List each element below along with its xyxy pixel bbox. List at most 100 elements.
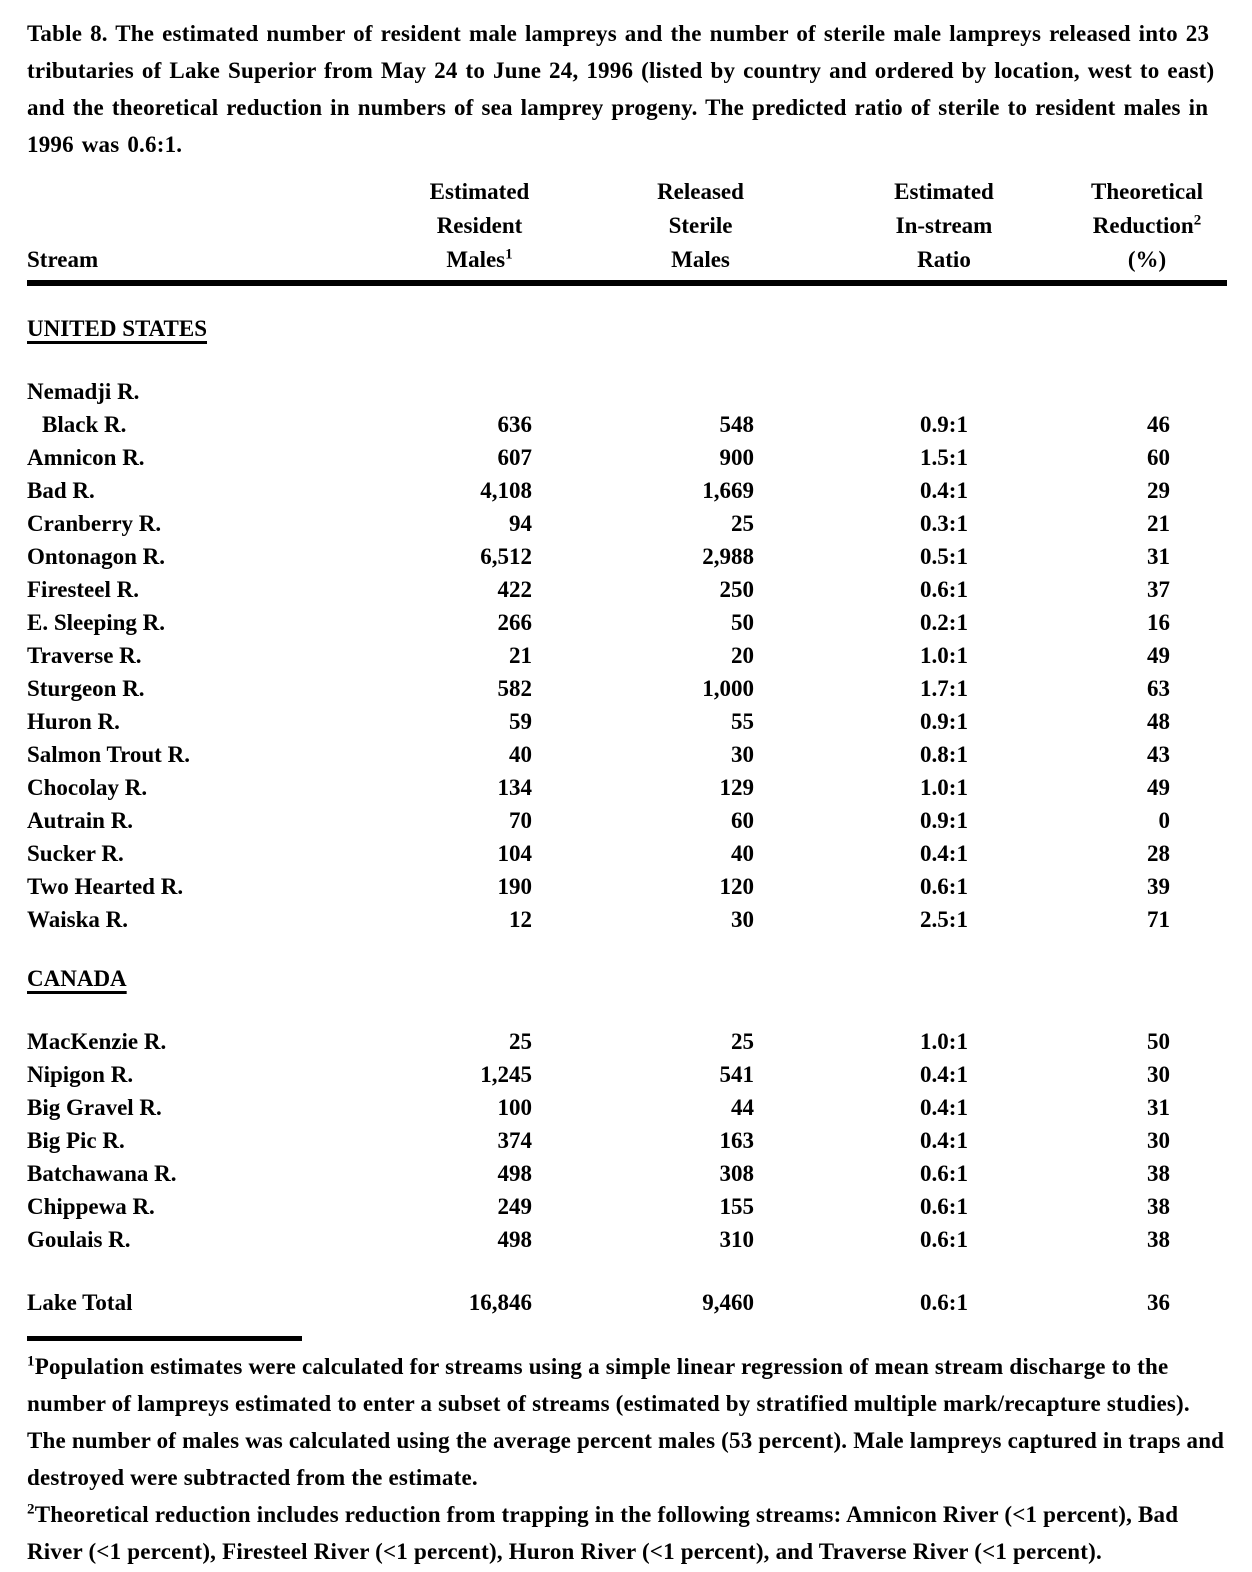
table-caption: Table 8. The estimated number of residen… xyxy=(27,21,1215,157)
sterile-males-value: 250 xyxy=(719,577,755,602)
resident-males-value: 40 xyxy=(509,742,532,767)
table-row: Sturgeon R. 582 1,000 1.7:1 63 xyxy=(27,672,1227,705)
reduction-value: 49 xyxy=(1147,643,1170,668)
section-heading-text: UNITED STATES xyxy=(27,316,208,341)
total-sterile-males: 9,460 xyxy=(702,1290,754,1315)
table-row: Firesteel R. 422 250 0.6:1 37 xyxy=(27,573,1227,606)
country-section: CANADA MacKenzie R. 25 25 1.0:1 50 Nipig… xyxy=(27,964,1227,1256)
sterile-males-value: 2,988 xyxy=(702,544,754,569)
reduction-value: 31 xyxy=(1147,1095,1170,1120)
reduction-value: 28 xyxy=(1147,841,1170,866)
sterile-males-value: 44 xyxy=(731,1095,754,1120)
table-header-row: Stream Estimated Resident Males1 Release… xyxy=(27,175,1227,286)
reduction-value: 31 xyxy=(1147,544,1170,569)
header-line: Released xyxy=(657,179,744,204)
total-reduction: 36 xyxy=(1147,1290,1170,1315)
stream-name: Autrain R. xyxy=(27,808,134,833)
resident-males-value: 607 xyxy=(497,445,533,470)
table-row: Salmon Trout R. 40 30 0.8:1 43 xyxy=(27,738,1227,771)
resident-males-value xyxy=(382,375,532,408)
table-row: Nipigon R. 1,245 541 0.4:1 30 xyxy=(27,1058,1227,1091)
sterile-males-value: 60 xyxy=(731,808,754,833)
resident-males-value: 25 xyxy=(509,1029,532,1054)
instream-ratio-value: 0.4:1 xyxy=(920,478,968,503)
sterile-males-value: 1,669 xyxy=(702,478,754,503)
table-row: Traverse R. 21 20 1.0:1 49 xyxy=(27,639,1227,672)
stream-name: Ontonagon R. xyxy=(27,544,166,569)
section-heading: UNITED STATES xyxy=(27,314,1227,344)
instream-ratio-value: 0.9:1 xyxy=(920,412,968,437)
table-row: Big Gravel R. 100 44 0.4:1 31 xyxy=(27,1091,1227,1124)
instream-ratio-value: 1.0:1 xyxy=(920,643,968,668)
stream-name: Nemadji R. xyxy=(27,379,140,404)
table-row: Goulais R. 498 310 0.6:1 38 xyxy=(27,1223,1227,1256)
footnote-2-marker: 2 xyxy=(27,1501,35,1518)
reduction-value: 37 xyxy=(1147,577,1170,602)
instream-ratio-value: 0.3:1 xyxy=(920,511,968,536)
resident-males-value: 6,512 xyxy=(480,544,532,569)
column-header-instream-ratio: Estimated In-stream Ratio xyxy=(754,175,1004,277)
table-row: Batchawana R. 498 308 0.6:1 38 xyxy=(27,1157,1227,1190)
sterile-males-value: 40 xyxy=(731,841,754,866)
footnote-1-marker: 1 xyxy=(27,1353,35,1370)
sterile-males-value: 548 xyxy=(719,412,755,437)
header-line: (%) xyxy=(1127,247,1167,272)
sterile-males-value: 541 xyxy=(719,1062,755,1087)
resident-males-value: 190 xyxy=(497,874,533,899)
header-line: Males xyxy=(671,247,730,272)
sterile-males-value: 50 xyxy=(731,610,754,635)
stream-name: Traverse R. xyxy=(27,643,142,668)
table-row: Nemadji R. xyxy=(27,375,1227,408)
footnote-1-text: Population estimates were calculated for… xyxy=(27,1354,1225,1490)
table-row: Big Pic R. 374 163 0.4:1 30 xyxy=(27,1124,1227,1157)
table-row: Chippewa R. 249 155 0.6:1 38 xyxy=(27,1190,1227,1223)
column-header-theoretical-reduction: Theoretical Reduction2 (%) xyxy=(1004,175,1204,277)
country-section: UNITED STATES Nemadji R. Black R. 636 54… xyxy=(27,314,1227,936)
table-row: Two Hearted R. 190 120 0.6:1 39 xyxy=(27,870,1227,903)
resident-males-value: 100 xyxy=(497,1095,533,1120)
resident-males-value: 104 xyxy=(497,841,533,866)
resident-males-value: 266 xyxy=(497,610,533,635)
reduction-value: 0 xyxy=(1158,808,1171,833)
sterile-males-value: 120 xyxy=(719,874,755,899)
reduction-value: 49 xyxy=(1147,775,1170,800)
reduction-value: 48 xyxy=(1147,709,1170,734)
instream-ratio-value: 0.8:1 xyxy=(920,742,968,767)
instream-ratio-value: 1.0:1 xyxy=(920,1029,968,1054)
total-resident-males: 16,846 xyxy=(468,1290,532,1315)
stream-name: Huron R. xyxy=(27,709,120,734)
table-row: Amnicon R. 607 900 1.5:1 60 xyxy=(27,441,1227,474)
reduction-value: 46 xyxy=(1147,412,1170,437)
table-body: UNITED STATES Nemadji R. Black R. 636 54… xyxy=(27,314,1227,1256)
instream-ratio-value: 0.9:1 xyxy=(920,709,968,734)
reduction-value: 38 xyxy=(1147,1194,1170,1219)
reduction-value: 21 xyxy=(1147,511,1170,536)
stream-name: E. Sleeping R. xyxy=(27,610,166,635)
instream-ratio-value: 0.9:1 xyxy=(920,808,968,833)
header-line: Reduction2 xyxy=(1090,209,1204,243)
resident-males-value: 134 xyxy=(497,775,533,800)
footnotes: 1Population estimates were calculated fo… xyxy=(27,1348,1227,1570)
header-line: Ratio xyxy=(917,247,971,272)
instream-ratio-value: 0.6:1 xyxy=(920,1194,968,1219)
reduction-value: 30 xyxy=(1147,1128,1170,1153)
stream-name: MacKenzie R. xyxy=(27,1029,167,1054)
sterile-males-value: 55 xyxy=(731,709,754,734)
sterile-males-value: 30 xyxy=(731,742,754,767)
header-text: Reduction xyxy=(1092,213,1194,238)
table-row: Chocolay R. 134 129 1.0:1 49 xyxy=(27,771,1227,804)
instream-ratio-value: 1.5:1 xyxy=(920,445,968,470)
table-row: Huron R. 59 55 0.9:1 48 xyxy=(27,705,1227,738)
header-line: Estimated xyxy=(894,179,994,204)
instream-ratio-value: 0.6:1 xyxy=(920,874,968,899)
stream-name: Batchawana R. xyxy=(27,1161,177,1186)
total-instream-ratio: 0.6:1 xyxy=(920,1290,968,1315)
reduction-value: 38 xyxy=(1147,1227,1170,1252)
sterile-males-value: 155 xyxy=(719,1194,755,1219)
header-line: Sterile xyxy=(668,213,733,238)
stream-name: Waiska R. xyxy=(27,907,128,932)
table-row: Waiska R. 12 30 2.5:1 71 xyxy=(27,903,1227,936)
stream-name: Sucker R. xyxy=(27,841,124,866)
section-heading: CANADA xyxy=(27,964,1227,994)
